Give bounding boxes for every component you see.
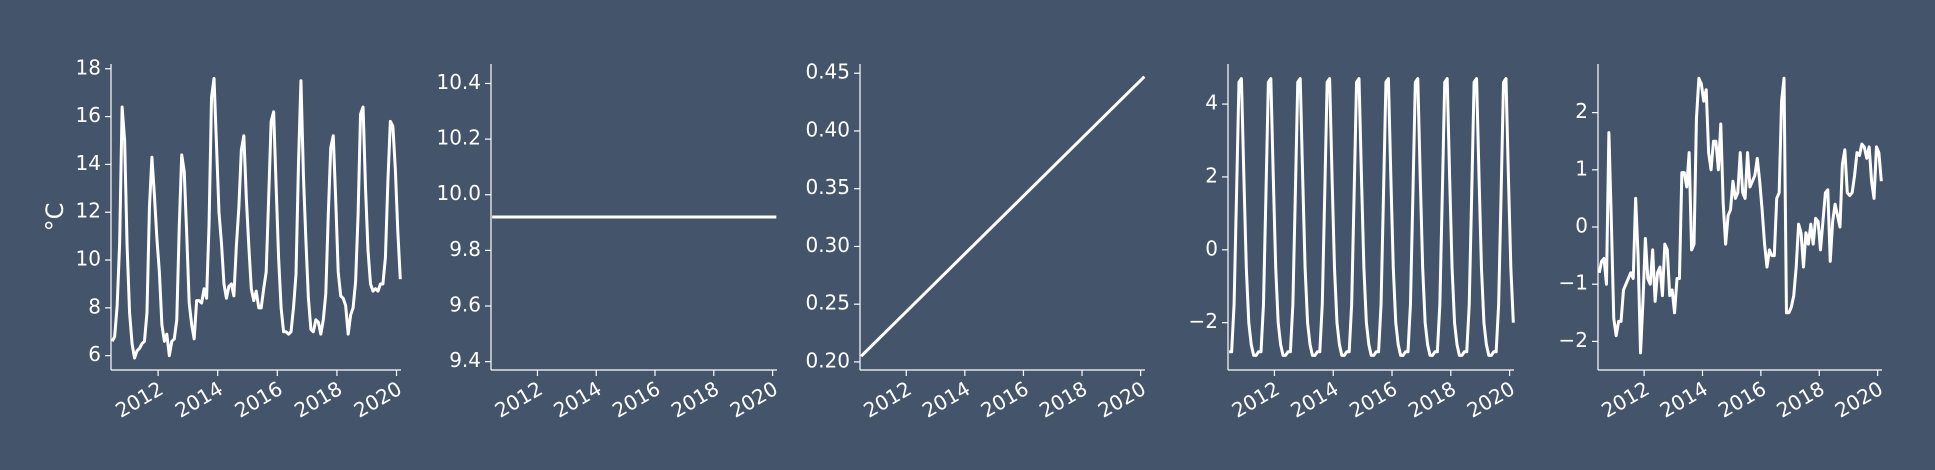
x-tick-label: 2020 (726, 376, 782, 422)
x-tick-label: 2014 (1286, 376, 1342, 422)
x-tick-label: 2012 (111, 376, 167, 422)
y-tick-label: 0.20 (805, 348, 850, 372)
x-tick-label: 2020 (1094, 376, 1150, 422)
y-tick-label: 0.25 (805, 291, 850, 315)
x-tick-label: 2012 (859, 376, 915, 422)
x-tick-label: 2012 (1228, 376, 1284, 422)
y-tick-label: 10.4 (436, 70, 481, 94)
line-series (1597, 76, 1883, 355)
x-tick-label: 2018 (1035, 376, 1091, 422)
x-tick-label: 2020 (1463, 376, 1519, 422)
x-tick-label: 2018 (667, 376, 723, 422)
line-series (860, 75, 1146, 358)
x-tick-label: 2018 (290, 376, 346, 422)
x-tick-label: 2016 (608, 376, 664, 422)
x-tick-label: 2014 (171, 376, 227, 422)
y-tick-label: −1 (1559, 271, 1588, 295)
y-tick-label: 10.2 (436, 126, 481, 150)
x-tick-label: 2014 (918, 376, 974, 422)
y-tick-label: 0.35 (805, 175, 850, 199)
y-tick-label: 4 (1205, 91, 1218, 115)
x-tick-label: 2012 (491, 376, 547, 422)
x-tick-label: 2020 (1831, 376, 1887, 422)
x-tick-label: 2016 (1345, 376, 1401, 422)
x-tick-label: 2012 (1597, 376, 1653, 422)
y-tick-label: 0 (1575, 214, 1588, 238)
y-tick-label: 0.30 (805, 233, 850, 257)
y-tick-label: 1 (1575, 156, 1588, 180)
x-tick-label: 2016 (977, 376, 1033, 422)
line-series (110, 76, 402, 360)
y-tick-label: 12 (76, 199, 101, 223)
y-tick-label: −2 (1189, 309, 1218, 333)
x-tick-label: 2014 (1656, 376, 1712, 422)
y-tick-label: 16 (76, 103, 101, 127)
y-tick-label: 0.40 (805, 117, 850, 141)
y-tick-label: 9.6 (449, 293, 481, 317)
y-tick-label: 14 (76, 151, 101, 175)
x-tick-label: 2014 (549, 376, 605, 422)
y-tick-label: 10 (76, 247, 101, 271)
y-tick-label: 2 (1575, 99, 1588, 123)
x-tick-label: 2020 (350, 376, 406, 422)
x-tick-label: 2016 (1714, 376, 1770, 422)
x-tick-label: 2018 (1404, 376, 1460, 422)
y-axis-label: °C (41, 203, 69, 232)
y-tick-label: 2 (1205, 163, 1218, 187)
y-tick-label: −2 (1559, 328, 1588, 352)
y-tick-label: 8 (88, 294, 101, 318)
y-tick-label: 6 (88, 342, 101, 366)
x-tick-label: 2016 (230, 376, 286, 422)
y-tick-label: 18 (76, 55, 101, 79)
x-tick-label: 2018 (1772, 376, 1828, 422)
y-tick-label: 10.0 (436, 181, 481, 205)
y-tick-label: 9.4 (449, 348, 481, 372)
line-series (1229, 77, 1515, 357)
y-tick-label: 0 (1205, 236, 1218, 260)
y-tick-label: 9.8 (449, 237, 481, 261)
y-tick-label: 0.45 (805, 60, 850, 84)
